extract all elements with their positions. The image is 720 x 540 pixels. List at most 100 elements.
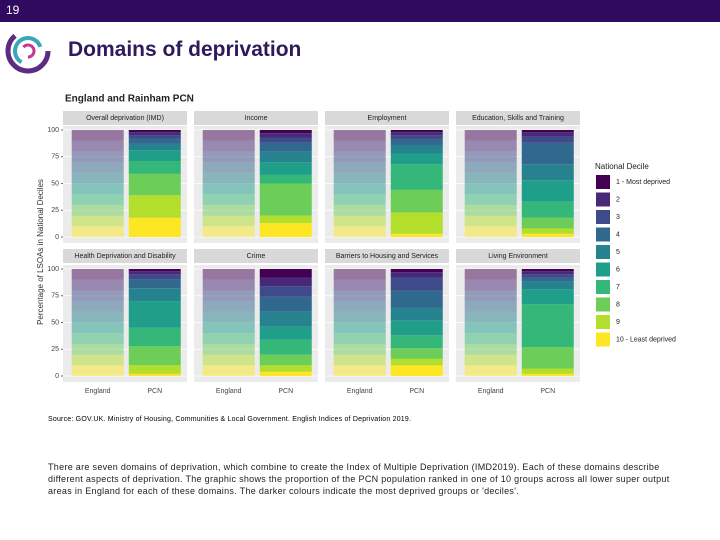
legend-label: 4: [616, 231, 620, 238]
bar-segment: [259, 215, 312, 224]
strip: [194, 249, 318, 263]
bar-segment: [202, 183, 255, 195]
bar-segment: [259, 277, 312, 287]
bar-segment: [333, 333, 386, 344]
bar-segment: [464, 140, 517, 152]
y-tick-label: 0: [55, 234, 59, 241]
y-tick-label: 25: [51, 346, 59, 353]
bar-segment: [202, 269, 255, 280]
legend-key: [596, 280, 610, 294]
bar-segment: [259, 137, 312, 143]
x-tick-label: PCN: [147, 388, 162, 395]
bar-segment: [521, 228, 574, 234]
bar-segment: [71, 194, 124, 205]
facet-title: Living Environment: [488, 253, 548, 260]
bar-segment: [71, 215, 124, 227]
bar-segment: [521, 271, 574, 275]
y-tick-label: 50: [51, 180, 59, 187]
bar-segment: [128, 143, 181, 151]
bar-segment: [202, 343, 255, 355]
bar-segment: [464, 279, 517, 291]
bar-segment: [259, 151, 312, 163]
bar-segment: [464, 311, 517, 323]
bar-segment: [464, 204, 517, 216]
bar-segment: [390, 307, 443, 321]
bar-segment: [128, 271, 181, 275]
bar-segment: [202, 215, 255, 227]
bar-segment: [259, 130, 312, 134]
bar-segment: [464, 162, 517, 173]
strip: [63, 111, 187, 125]
top-bar: 19: [0, 0, 720, 22]
bar-segment: [521, 277, 574, 282]
bar-segment: [390, 164, 443, 190]
legend-label: 5: [616, 249, 620, 256]
x-tick-label: England: [347, 388, 373, 395]
legend-label: 7: [616, 284, 620, 291]
bar-segment: [71, 279, 124, 291]
legend-label: 8: [616, 301, 620, 308]
bar-segment: [390, 233, 443, 237]
bar-segment: [259, 183, 312, 216]
legend-key: [596, 297, 610, 312]
bar-segment: [202, 172, 255, 184]
bar-segment: [464, 130, 517, 141]
bar-segment: [202, 365, 255, 376]
bar-segment: [128, 195, 181, 218]
bar-segment: [202, 333, 255, 344]
facet-title: Overall deprivation (IMD): [86, 115, 164, 122]
bar-segment: [128, 161, 181, 174]
bar-segment: [521, 136, 574, 143]
x-tick-label: PCN: [278, 388, 293, 395]
bar-segment: [128, 373, 181, 376]
bar-segment: [71, 365, 124, 376]
bar-segment: [333, 183, 386, 195]
bar-segment: [71, 226, 124, 237]
legend-key: [596, 262, 610, 277]
y-tick-label: 0: [55, 373, 59, 380]
bar-segment: [333, 279, 386, 291]
bar-segment: [202, 194, 255, 205]
legend-label: 1 - Most deprived: [616, 179, 670, 186]
legend-key: [596, 192, 610, 207]
bar-segment: [390, 348, 443, 359]
bar-segment: [202, 226, 255, 237]
bar-segment: [128, 279, 181, 289]
bar-segment: [333, 204, 386, 216]
bar-segment: [128, 217, 181, 237]
bar-segment: [259, 269, 312, 278]
bar-segment: [390, 153, 443, 165]
bar-segment: [390, 132, 443, 136]
bar-segment: [71, 140, 124, 152]
bar-segment: [202, 162, 255, 173]
y-tick-label: 75: [51, 293, 59, 300]
strip: [194, 111, 318, 125]
y-tick-label: 100: [47, 127, 59, 134]
bar-segment: [464, 301, 517, 312]
legend-label: 2: [616, 196, 620, 203]
bar-segment: [128, 173, 181, 196]
bar-segment: [521, 217, 574, 229]
bar-segment: [128, 365, 181, 374]
bar-segment: [521, 201, 574, 218]
bar-segment: [128, 138, 181, 144]
bar-segment: [71, 322, 124, 334]
bar-segment: [390, 139, 443, 145]
bar-segment: [464, 215, 517, 227]
x-tick-label: PCN: [540, 388, 555, 395]
facet-title: Health Deprivation and Disability: [74, 253, 176, 260]
facet-title: Income: [245, 115, 268, 122]
bar-segment: [259, 326, 312, 340]
bar-segment: [521, 373, 574, 376]
bar-segment: [333, 311, 386, 323]
bar-segment: [333, 151, 386, 163]
bar-segment: [202, 130, 255, 141]
bar-segment: [71, 311, 124, 323]
legend-title: National Decile: [595, 162, 649, 171]
facet-title: Crime: [247, 253, 266, 260]
bar-segment: [390, 269, 443, 273]
bar-segment: [521, 142, 574, 165]
bar-segment: [464, 365, 517, 376]
bar-segment: [333, 172, 386, 184]
